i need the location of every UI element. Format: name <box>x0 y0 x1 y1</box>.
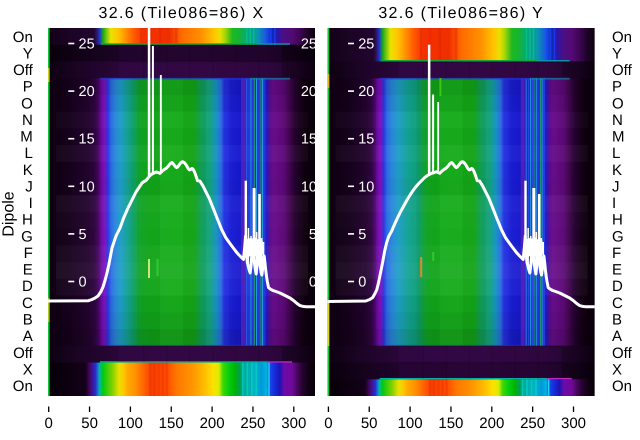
svg-text:Y: Y <box>612 45 622 62</box>
svg-text:A: A <box>23 328 33 345</box>
svg-text:D: D <box>22 278 33 295</box>
svg-text:O: O <box>21 95 33 112</box>
svg-text:250: 250 <box>240 415 265 432</box>
svg-text:N: N <box>22 112 33 129</box>
svg-text:Off: Off <box>13 62 34 79</box>
svg-text:P: P <box>23 79 33 96</box>
svg-text:B: B <box>612 312 622 329</box>
svg-text:Off: Off <box>612 345 633 362</box>
svg-text:G: G <box>21 228 33 245</box>
svg-text:300: 300 <box>281 415 306 432</box>
svg-text:J: J <box>612 179 620 196</box>
svg-text:0: 0 <box>358 275 366 291</box>
svg-text:E: E <box>612 262 622 279</box>
svg-text:32.6 (Tile086=86) Y: 32.6 (Tile086=86) Y <box>378 5 544 22</box>
svg-text:K: K <box>612 162 622 179</box>
svg-text:B: B <box>23 312 33 329</box>
svg-text:Off: Off <box>13 345 34 362</box>
svg-text:15: 15 <box>301 132 317 148</box>
svg-text:150: 150 <box>438 415 463 432</box>
svg-text:25: 25 <box>301 37 317 53</box>
svg-text:F: F <box>612 245 621 262</box>
svg-text:10: 10 <box>358 179 374 195</box>
svg-text:C: C <box>22 295 33 312</box>
svg-text:100: 100 <box>398 415 423 432</box>
svg-text:On: On <box>612 29 632 46</box>
svg-text:10: 10 <box>79 179 95 195</box>
svg-text:20: 20 <box>301 84 317 100</box>
svg-text:M: M <box>20 129 33 146</box>
svg-text:150: 150 <box>159 415 184 432</box>
svg-text:O: O <box>612 95 624 112</box>
svg-text:I: I <box>612 195 616 212</box>
svg-text:0: 0 <box>79 275 87 291</box>
svg-text:I: I <box>29 195 33 212</box>
svg-text:E: E <box>23 262 33 279</box>
svg-text:L: L <box>612 145 620 162</box>
svg-text:20: 20 <box>79 84 95 100</box>
svg-text:On: On <box>612 378 632 395</box>
svg-text:H: H <box>22 212 33 229</box>
svg-text:Off: Off <box>612 62 633 79</box>
svg-text:32.6 (Tile086=86) X: 32.6 (Tile086=86) X <box>98 5 264 22</box>
svg-text:P: P <box>612 79 622 96</box>
svg-text:25: 25 <box>358 37 374 53</box>
svg-text:J: J <box>25 179 33 196</box>
svg-text:50: 50 <box>81 415 98 432</box>
svg-text:F: F <box>24 245 33 262</box>
svg-text:X: X <box>23 361 33 378</box>
svg-text:M: M <box>612 129 625 146</box>
svg-text:D: D <box>612 278 623 295</box>
svg-text:20: 20 <box>358 84 374 100</box>
svg-text:5: 5 <box>309 227 317 243</box>
svg-text:50: 50 <box>361 415 378 432</box>
svg-text:10: 10 <box>301 179 317 195</box>
svg-text:5: 5 <box>79 227 87 243</box>
svg-text:C: C <box>612 295 623 312</box>
svg-text:Y: Y <box>23 45 33 62</box>
svg-text:K: K <box>23 162 33 179</box>
svg-text:H: H <box>612 212 623 229</box>
svg-text:X: X <box>612 361 622 378</box>
svg-text:200: 200 <box>200 415 225 432</box>
svg-text:15: 15 <box>79 132 95 148</box>
svg-text:Dipole: Dipole <box>1 191 18 236</box>
svg-text:G: G <box>612 228 624 245</box>
svg-text:L: L <box>24 145 32 162</box>
svg-text:On: On <box>13 29 33 46</box>
svg-text:25: 25 <box>79 37 95 53</box>
svg-text:On: On <box>13 378 33 395</box>
svg-text:200: 200 <box>479 415 504 432</box>
svg-text:5: 5 <box>358 227 366 243</box>
svg-text:N: N <box>612 112 623 129</box>
svg-text:0: 0 <box>45 415 53 432</box>
svg-text:250: 250 <box>520 415 545 432</box>
svg-text:A: A <box>612 328 622 345</box>
svg-text:0: 0 <box>324 415 332 432</box>
svg-text:0: 0 <box>309 275 317 291</box>
svg-text:300: 300 <box>561 415 586 432</box>
svg-text:15: 15 <box>358 132 374 148</box>
svg-text:100: 100 <box>118 415 143 432</box>
